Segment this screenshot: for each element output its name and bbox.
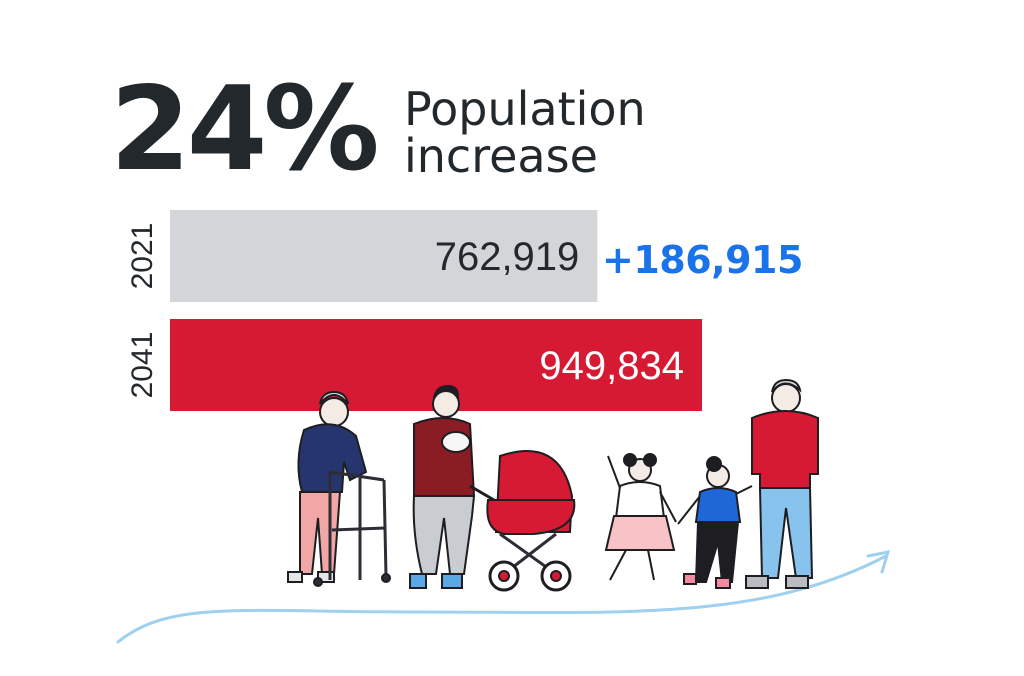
girl-blue-figure [677, 456, 753, 589]
pram-figure [469, 450, 576, 592]
bar-2021 [170, 210, 598, 302]
year-label-2041: 2041 [126, 332, 159, 399]
headline-label-line2: increase [404, 129, 598, 184]
year-label-2021: 2021 [126, 223, 159, 290]
population-delta: +186,915 [602, 238, 803, 282]
bar-value-label-2021: 762,919 [435, 235, 580, 279]
elderly-woman-figure [287, 390, 391, 587]
headline-label-line1: Population [404, 82, 646, 136]
headline-label: Population increase [404, 82, 724, 184]
girl-skirt-figure [604, 453, 677, 581]
percent-increase: 24% [110, 62, 380, 197]
growth-arrow-icon [116, 550, 891, 644]
man-red-sweater-figure [745, 378, 819, 589]
man-with-baby-figure [409, 384, 476, 589]
bar-value-label-2041: 949,834 [539, 344, 684, 388]
